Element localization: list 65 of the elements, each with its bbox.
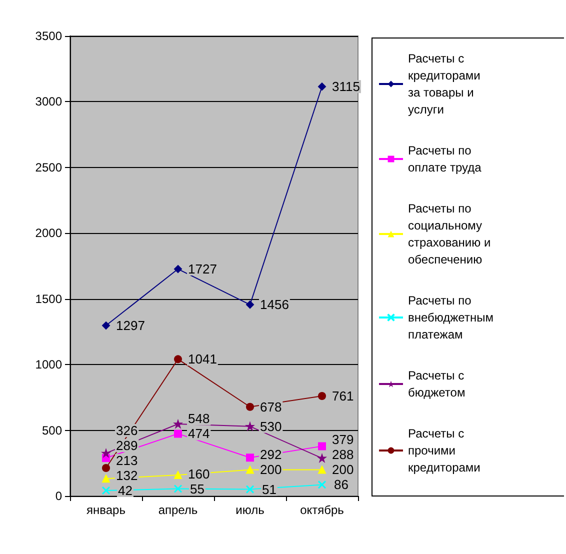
data-label: 678 [260,399,282,414]
legend-label: Расчеты с бюджетом [408,368,468,400]
data-label: 474 [188,426,210,442]
data-label: 1456 [260,297,289,312]
point [174,484,182,494]
point [174,430,182,438]
data-label: 51 [262,482,276,497]
data-label: 42 [118,482,132,498]
data-label: 1041 [188,352,217,367]
data-label: 548 [188,411,210,426]
legend-label: Расчеты по оплате труда [408,144,482,174]
point [318,442,326,450]
point [102,474,110,483]
data-label: 55 [190,481,204,496]
data-label: 288 [332,447,354,462]
point [318,82,326,91]
point [246,454,254,462]
y-tick-label: 3000 [35,94,62,109]
legend-label: Расчеты по социальному страхованию и обеспечению [408,202,494,266]
point [102,486,110,495]
y-tick-label: 2000 [35,226,62,240]
point [102,322,110,330]
point [174,470,182,479]
y-tick-label: 1000 [35,358,62,372]
point [102,464,110,472]
point [246,402,254,411]
y-tick-label: 1500 [35,292,62,306]
data-label: 200 [332,462,354,478]
data-label: 1727 [188,262,217,277]
point [318,480,326,489]
data-label: 132 [116,468,138,483]
data-label: 3115 [332,79,360,94]
point [246,466,254,474]
point [174,420,182,428]
y-tick-label: 500 [42,423,62,438]
data-label: 326 [116,422,138,438]
point [318,392,326,400]
data-label: 200 [260,462,282,478]
point [246,485,254,494]
point [174,265,182,274]
y-tick-label: 3500 [35,29,62,43]
data-label: 761 [332,388,354,404]
data-label: 530 [260,418,282,434]
point [102,449,110,458]
point [174,355,182,364]
y-tick-label: 0 [55,489,62,503]
data-label: 213 [116,452,138,468]
data-label: 289 [116,438,138,453]
legend-label: Расчеты с кредиторами за товары и услуги [408,52,484,116]
x-tick-label: апрель [158,503,198,517]
data-label: 86 [334,477,348,492]
x-tick-label: октябрь [300,503,344,517]
legend-label: Расчеты по внебюджетным платежам [408,294,497,342]
y-tick-label: 2500 [35,160,62,174]
x-tick-label: январь [86,503,126,517]
data-label: 379 [332,432,354,448]
point [318,466,326,474]
x-tick-label: июль [236,503,264,517]
legend-label: Расчеты с прочими кредиторами [408,426,480,474]
point [318,454,326,462]
point [246,300,254,309]
point [246,422,254,430]
data-label: 160 [188,466,210,482]
data-label: 1297 [116,318,145,334]
data-label: 292 [260,447,282,462]
